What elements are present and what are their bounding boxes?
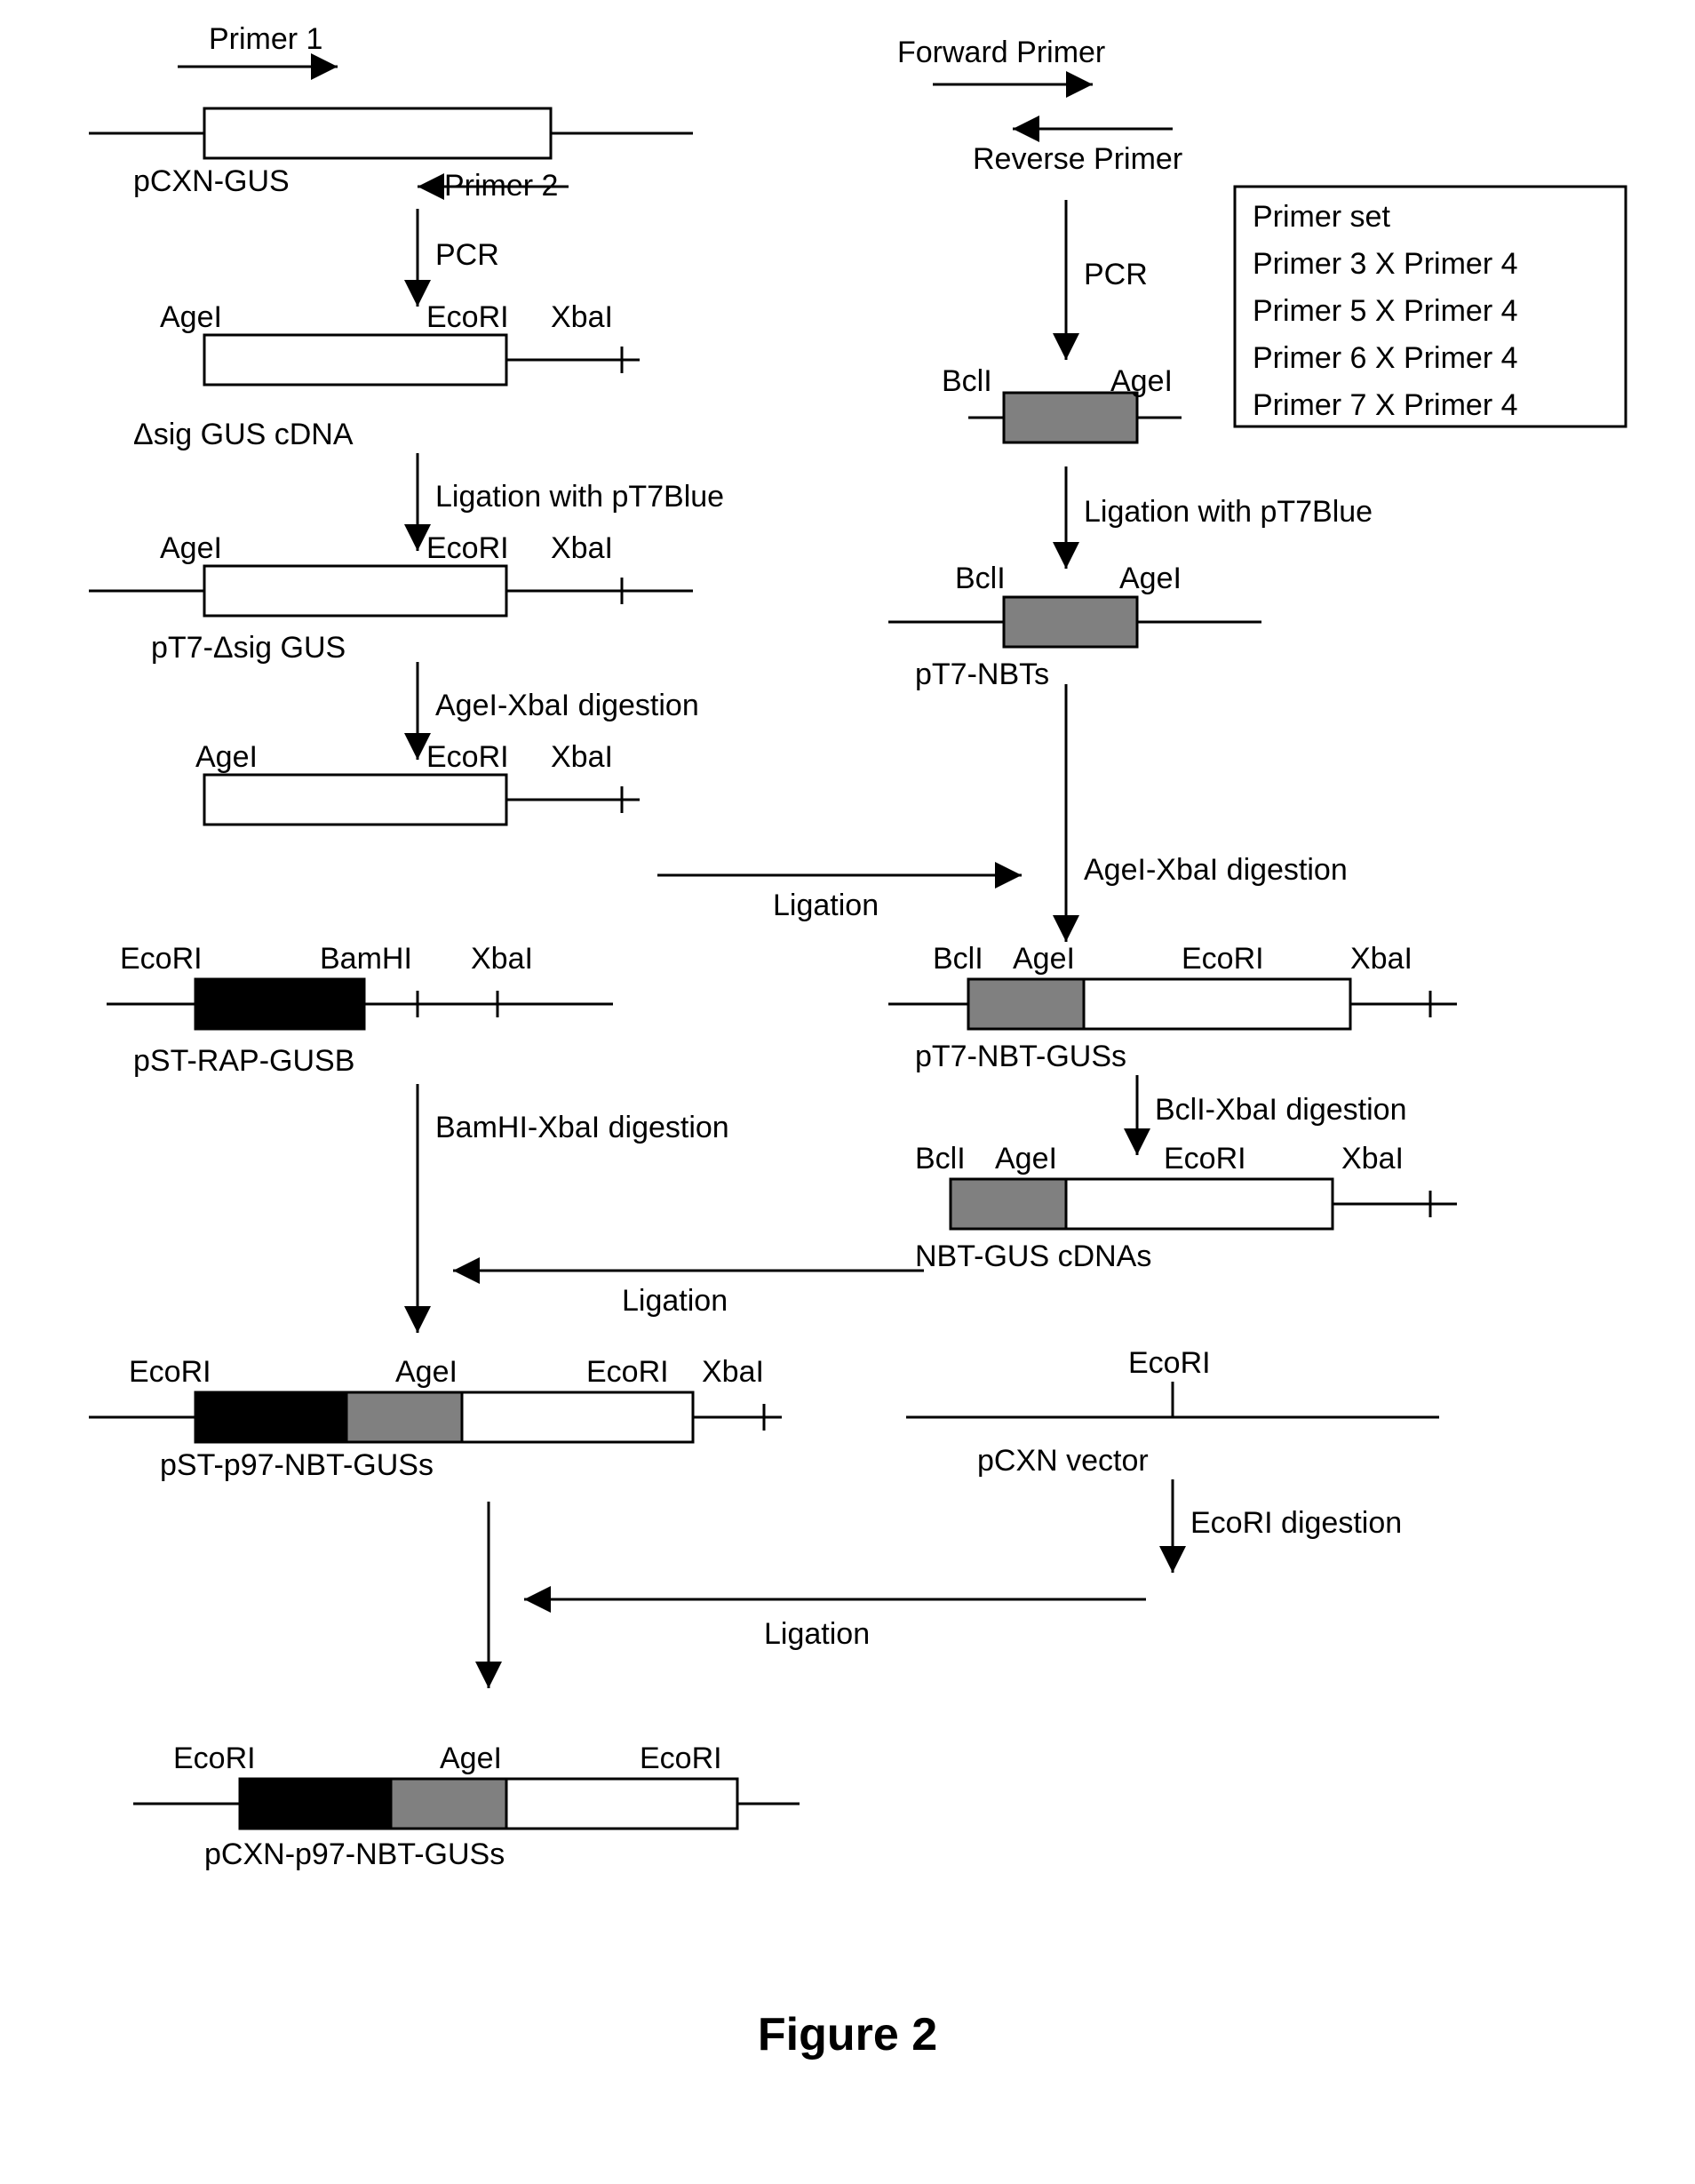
pt7-nbts-label: pT7-NBTs [915,658,1049,692]
bamhi-label: BamHI [320,942,412,976]
ecori-l1-label: EcoRI [120,942,203,976]
pcxn-gus-label: pCXN-GUS [133,164,290,199]
primer-set-line-2: Primer 6 X Primer 4 [1253,341,1518,376]
ligation-pt7-left-label: Ligation with pT7Blue [435,480,724,514]
dsig-gus-cdna-label: Δsig GUS cDNA [133,418,354,452]
agei-xbai-dig-right-label: AgeI-XbaI digestion [1084,853,1348,888]
primer-set-line-1: Primer 5 X Primer 4 [1253,294,1518,329]
pst-p97-nbt-guss-label: pST-p97-NBT-GUSs [160,1448,434,1483]
ecori-2-label: EcoRI [426,531,509,566]
agei-3-label: AgeI [195,740,258,775]
primer2-label: Primer 2 [444,169,558,203]
ecori-r2-label: EcoRI [1164,1142,1246,1176]
xbai-r2-label: XbaI [1341,1142,1404,1176]
ecori-dig-label: EcoRI digestion [1190,1506,1402,1541]
agei-r3-label: AgeI [1013,942,1075,976]
primer-set-line-0: Primer 3 X Primer 4 [1253,247,1518,282]
pst-rap-gusb-label: pST-RAP-GUSB [133,1044,354,1079]
xbai-3-label: XbaI [551,740,613,775]
bcli-3-label: BclI [933,942,983,976]
ecori-3-label: EcoRI [426,740,509,775]
fwd-primer-label: Forward Primer [897,36,1105,70]
pcr-right-label: PCR [1084,258,1148,292]
agei-2-label: AgeI [160,531,222,566]
pcr-left-label: PCR [435,238,499,273]
agei-1-label: AgeI [160,300,222,335]
xbai-2-label: XbaI [551,531,613,566]
agei-r4-label: AgeI [995,1142,1057,1176]
pcxn-vector-label: pCXN vector [977,1444,1149,1479]
ecori-l2-label: EcoRI [129,1355,211,1390]
ligation-2-label: Ligation [622,1284,728,1319]
primer-set-line-3: Primer 7 X Primer 4 [1253,388,1518,423]
ecori-final2-label: EcoRI [640,1742,722,1776]
pt7-dsig-gus-label: pT7-Δsig GUS [151,631,346,666]
agei-r2-label: AgeI [1119,562,1182,596]
ligation-3-label: Ligation [764,1617,870,1652]
bamhi-xbai-dig-label: BamHI-XbaI digestion [435,1111,729,1145]
primer-set-title: Primer set [1253,200,1390,235]
xbai-1-label: XbaI [551,300,613,335]
xbai-l2-label: XbaI [702,1355,764,1390]
ligation-1-label: Ligation [773,889,879,923]
rev-primer-label: Reverse Primer [973,142,1182,177]
ecori-pcxn-label: EcoRI [1128,1346,1211,1381]
ecori-final1-label: EcoRI [173,1742,256,1776]
ecori-r1-label: EcoRI [1182,942,1264,976]
bcli-1-label: BclI [942,364,992,399]
ecori-1-label: EcoRI [426,300,509,335]
pcxn-p97-nbt-guss-label: pCXN-p97-NBT-GUSs [204,1837,505,1872]
agei-final-label: AgeI [440,1742,502,1776]
primer1-label: Primer 1 [209,22,322,57]
xbai-r1-label: XbaI [1350,942,1412,976]
agei-l1-label: AgeI [395,1355,458,1390]
nbt-gus-cdnas-label: NBT-GUS cDNAs [915,1239,1151,1274]
xbai-l1-label: XbaI [471,942,533,976]
agei-xbai-dig-left-label: AgeI-XbaI digestion [435,689,699,723]
diagram-canvas: Primer 1 pCXN-GUS Primer 2 PCR AgeI EcoR… [0,0,1695,2184]
bcli-2-label: BclI [955,562,1006,596]
ecori-l3-label: EcoRI [586,1355,669,1390]
bcli-xbai-dig-label: BclI-XbaI digestion [1155,1093,1407,1128]
bcli-4-label: BclI [915,1142,966,1176]
ligation-pt7-right-label: Ligation with pT7Blue [1084,495,1373,530]
figure-title: Figure 2 [0,2008,1695,2061]
agei-r1-label: AgeI [1110,364,1173,399]
pt7-nbt-guss-label: pT7-NBT-GUSs [915,1040,1126,1074]
